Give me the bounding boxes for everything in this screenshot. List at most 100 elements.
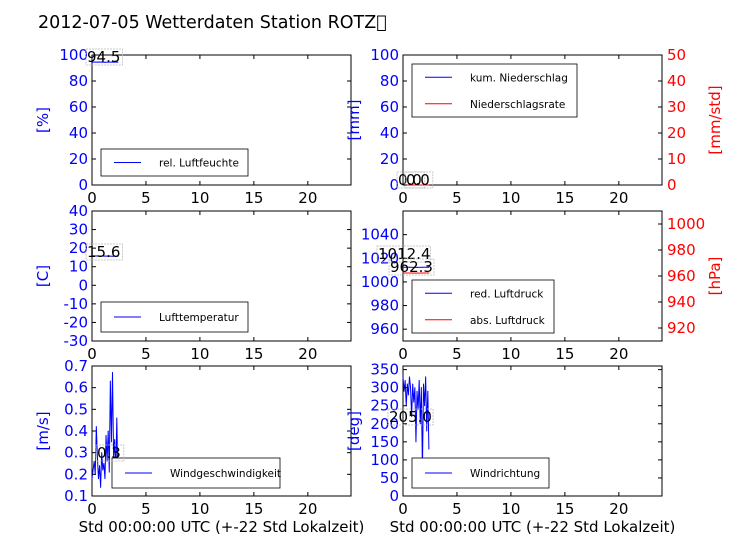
data-point — [104, 255, 106, 257]
data-point — [113, 456, 115, 458]
y-tick-label: 10 — [69, 258, 88, 276]
y-tick-label: 0.4 — [64, 422, 88, 440]
y-tick-label: 0.1 — [64, 487, 88, 505]
figure-title: 2012-07-05 Wetterdaten Station ROTZ  — [38, 13, 387, 33]
annotation-box — [376, 245, 431, 263]
x-tick-label: 0 — [87, 189, 97, 207]
x-tick-label: 5 — [141, 345, 151, 363]
y-right-tick-label: 1000 — [667, 215, 705, 233]
x-tick-label: 15 — [244, 500, 263, 518]
data-point — [413, 401, 415, 403]
y-tick-label: 0 — [389, 176, 399, 194]
data-point — [408, 376, 410, 378]
panel-temperature: 0 5 10 15 20-30-20-10010203040[C]Lufttempera… — [34, 202, 352, 363]
data-point — [107, 61, 109, 63]
data-point — [413, 184, 415, 186]
data-point — [423, 383, 424, 385]
y-axis-label: [deg] — [345, 411, 363, 451]
x-tick-label: 10 — [190, 189, 209, 207]
data-point — [403, 390, 405, 392]
data-point — [103, 463, 105, 464]
y-tick-label: 0.6 — [64, 379, 88, 397]
data-point — [92, 469, 94, 471]
data-point — [101, 61, 103, 63]
data-point — [420, 387, 422, 389]
y-axis-label: [C] — [34, 265, 52, 287]
x-tick-label: 20 — [298, 345, 317, 363]
legend: Windrichtung — [411, 457, 550, 489]
data-point — [408, 272, 410, 274]
y-axis-label: [mm] — [345, 100, 363, 141]
y-tick-label: 300 — [370, 379, 399, 397]
data-point — [91, 255, 93, 257]
x-tick-label: 15 — [244, 189, 263, 207]
data-point — [105, 434, 107, 436]
y-tick-label: 20 — [69, 150, 88, 168]
legend-label: Windgeschwindigkeit — [170, 468, 281, 480]
panel-windspeed: 0 5 10 15 20 0.1 0.2 0.3 0.4 0.5 0.6 0.7 [m/s] Std 00… — [34, 357, 364, 536]
y-tick-label: -20 — [64, 313, 89, 331]
data-point — [97, 61, 99, 63]
data-point — [402, 266, 404, 268]
y-right-tick-label: 40 — [667, 72, 686, 90]
data-point — [402, 272, 404, 274]
y-tick-label: 20 — [69, 239, 88, 257]
x-tick-label: 20 — [609, 189, 628, 207]
data-point — [99, 465, 101, 467]
x-tick-label: 10 — [501, 500, 520, 518]
y-tick-label: 960 — [370, 320, 399, 338]
x-tick-label: 15 — [555, 500, 574, 518]
legend-label: Windrichtung — [470, 468, 540, 480]
x-tick-label: 0 — [398, 345, 408, 363]
x-axis-label: Std 00:00:00 UTC (+-22 Std Lokalzeit) — [390, 518, 676, 536]
y-right-tick-label: 30 — [667, 98, 686, 116]
legend: kum. Niederschlag Niederschlagsrate — [411, 63, 578, 118]
y-tick-label: 0.3 — [64, 444, 88, 462]
legend-label: red. Luftdruck — [470, 288, 544, 300]
data-point — [415, 266, 417, 268]
y-axis-label: [m/s] — [34, 411, 52, 450]
data-point — [427, 390, 429, 392]
y-tick-label: 1040 — [361, 226, 399, 244]
y-tick-label: 30 — [69, 221, 88, 239]
y-right-tick-label: 960 — [667, 267, 696, 285]
y-right-tick-label: 980 — [667, 241, 696, 259]
y-tick-label: 250 — [370, 397, 399, 415]
x-tick-label: 20 — [298, 500, 317, 518]
data-point — [104, 478, 106, 480]
data-point — [117, 61, 119, 63]
annotation-box — [388, 258, 435, 276]
x-tick-label: 0 — [398, 500, 408, 518]
data-point — [101, 452, 103, 454]
x-tick-label: 10 — [501, 189, 520, 207]
data-point — [414, 387, 416, 389]
y-right-tick-label: 940 — [667, 293, 696, 311]
data-point — [411, 416, 413, 418]
data-point — [100, 486, 102, 488]
annotation-box — [404, 171, 434, 189]
legend: Windgeschwindigkeit — [111, 457, 281, 489]
x-tick-label: 5 — [141, 189, 151, 207]
y-tick-label: 100 — [370, 46, 399, 64]
y-tick-label: 60 — [69, 98, 88, 116]
y-tick-label: 0 — [389, 487, 399, 505]
annotation-box — [85, 48, 123, 66]
data-point — [108, 255, 110, 257]
y-tick-label: 0.2 — [64, 465, 88, 483]
data-point — [419, 423, 421, 425]
value-annotation: 205.0 — [389, 408, 432, 426]
value-annotation: 0.0 — [398, 171, 422, 189]
annotation-box — [387, 408, 434, 426]
x-tick-label: 15 — [244, 345, 263, 363]
legend-label: Lufttemperatur — [159, 312, 239, 324]
legend: Lufttemperatur — [100, 301, 249, 333]
x-tick-label: 15 — [555, 189, 574, 207]
data-point — [426, 430, 428, 432]
data-point — [428, 266, 430, 268]
data-point — [113, 255, 115, 257]
data-point — [402, 376, 404, 378]
value-annotation: 94.5 — [87, 48, 120, 66]
y-right-tick-label: 50 — [667, 46, 686, 64]
data-point — [91, 61, 93, 63]
